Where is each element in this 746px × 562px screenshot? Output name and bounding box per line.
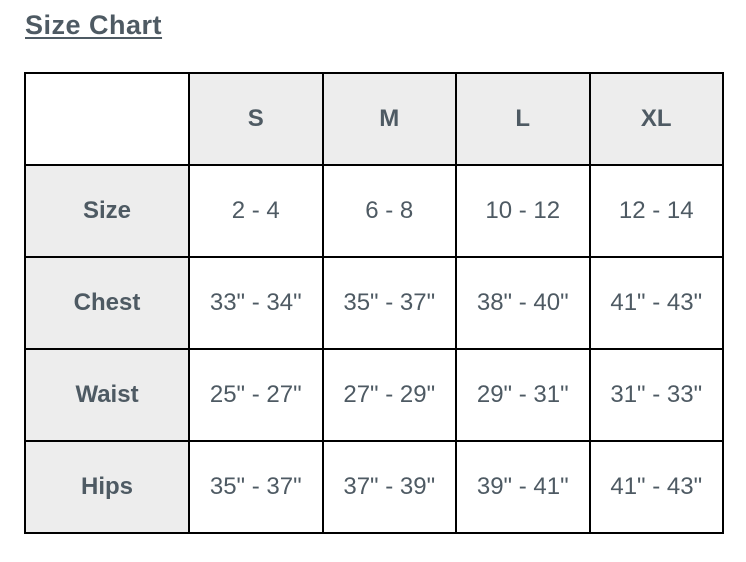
column-header-l: L [455, 72, 591, 166]
table-cell: 27" - 29" [321, 348, 457, 442]
table-cell: 35" - 37" [188, 440, 324, 534]
corner-cell [24, 72, 190, 166]
row-label-waist: Waist [24, 348, 190, 442]
column-header-m: M [321, 72, 457, 166]
table-cell: 29" - 31" [455, 348, 591, 442]
table-row-waist: Waist 25" - 27" 27" - 29" 29" - 31" 31" - 33… [24, 348, 724, 442]
table-cell: 41" - 43" [588, 440, 724, 534]
table-header: S M L XL [24, 72, 724, 166]
table-cell: 6 - 8 [321, 164, 457, 258]
row-label-chest: Chest [24, 256, 190, 350]
table-cell: 35" - 37" [321, 256, 457, 350]
column-header-s: S [188, 72, 324, 166]
table-row-chest: Chest 33" - 34" 35" - 37" 38" - 40" 41" - 43… [24, 256, 724, 350]
table-cell: 37" - 39" [321, 440, 457, 534]
table-cell: 12 - 14 [588, 164, 724, 258]
row-label-hips: Hips [24, 440, 190, 534]
row-label-size: Size [24, 164, 190, 258]
table-cell: 10 - 12 [455, 164, 591, 258]
table-cell: 38" - 40" [455, 256, 591, 350]
table-cell: 31" - 33" [588, 348, 724, 442]
table-cell: 25" - 27" [188, 348, 324, 442]
table-cell: 33" - 34" [188, 256, 324, 350]
header-row: S M L XL [24, 72, 724, 166]
table-cell: 39" - 41" [455, 440, 591, 534]
column-header-xl: XL [588, 72, 724, 166]
table-row-hips: Hips 35" - 37" 37" - 39" 39" - 41" 41" - 43" [24, 440, 724, 534]
table-cell: 41" - 43" [588, 256, 724, 350]
page-title: Size Chart [25, 10, 163, 40]
table-cell: 2 - 4 [188, 164, 324, 258]
